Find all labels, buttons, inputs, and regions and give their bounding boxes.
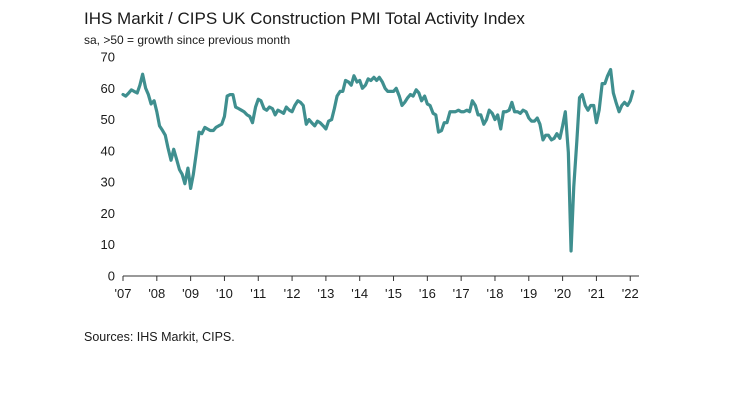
- y-tick-label: 40: [101, 143, 115, 158]
- x-tick-label: '15: [385, 286, 402, 301]
- x-tick-label: '14: [351, 286, 368, 301]
- x-tick-label: '12: [284, 286, 301, 301]
- x-tick-label: '17: [453, 286, 470, 301]
- x-tick-label: '19: [520, 286, 537, 301]
- x-tick-label: '21: [588, 286, 605, 301]
- series-line-pmi: [121, 67, 635, 253]
- x-tick-label: '16: [419, 286, 436, 301]
- chart-title: IHS Markit / CIPS UK Construction PMI To…: [84, 9, 525, 28]
- source-note: Sources: IHS Markit, CIPS.: [84, 330, 235, 344]
- x-tick-label: '11: [250, 286, 266, 301]
- y-axis-ticks: 0 10 20 30 40 50 60 70: [101, 50, 115, 284]
- y-tick-label: 50: [101, 112, 115, 127]
- x-tick-label: '07: [115, 286, 132, 301]
- x-tick-label: '10: [216, 286, 233, 301]
- y-tick-label: 60: [101, 81, 115, 96]
- x-axis: '07 '08 '09 '10 '11 '12 '13 '14 '15 '16 '17 '18 '19 '…: [115, 275, 639, 301]
- y-tick-label: 10: [101, 237, 115, 252]
- x-tick-label: '22: [622, 286, 639, 301]
- y-tick-label: 0: [108, 269, 115, 284]
- x-tick-label: '08: [148, 286, 165, 301]
- x-tick-label: '20: [554, 286, 571, 301]
- x-tick-label: '18: [486, 286, 503, 301]
- y-tick-label: 20: [101, 206, 115, 221]
- chart-subtitle: sa, >50 = growth since previous month: [84, 33, 291, 47]
- x-tick-label: '13: [317, 286, 334, 301]
- x-tick-label: '09: [182, 286, 199, 301]
- y-tick-label: 30: [101, 175, 115, 190]
- series-layer: [121, 67, 635, 253]
- y-tick-label: 70: [101, 50, 115, 65]
